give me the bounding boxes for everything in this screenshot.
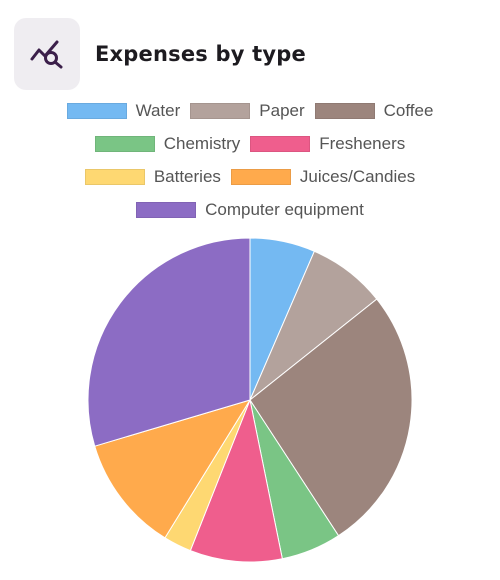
legend-item[interactable]: Chemistry xyxy=(94,133,241,155)
legend-label: Chemistry xyxy=(163,134,241,153)
legend-label: Coffee xyxy=(383,101,434,120)
legend-item[interactable]: Batteries xyxy=(84,166,221,188)
chart-legend: Water Paper Coffee Chemistry Fresheners Batte… xyxy=(0,100,500,221)
legend-item[interactable]: Juices/Candies xyxy=(230,166,416,188)
legend-label: Computer equipment xyxy=(205,200,364,219)
chart-search-icon xyxy=(30,40,63,69)
legend-label: Juices/Candies xyxy=(299,167,416,186)
legend-label: Fresheners xyxy=(319,134,406,153)
legend-swatch xyxy=(230,169,291,185)
chart-title: Expenses by type xyxy=(95,42,306,66)
pie-slice-computer-equipment[interactable] xyxy=(87,237,251,447)
pie-slice-fresheners[interactable] xyxy=(189,398,283,563)
legend-swatch xyxy=(94,136,155,152)
legend-swatch xyxy=(66,103,127,119)
legend-item[interactable]: Water xyxy=(66,100,181,122)
legend-item[interactable]: Coffee xyxy=(314,100,434,122)
legend-swatch xyxy=(250,136,311,152)
legend-swatch xyxy=(84,169,145,185)
pie-slice-coffee[interactable] xyxy=(249,298,413,537)
legend-item[interactable]: Fresheners xyxy=(250,133,405,155)
legend-label: Batteries xyxy=(153,167,221,186)
pie-chart xyxy=(87,237,413,563)
legend-item[interactable]: Paper xyxy=(190,100,305,122)
chart-icon-container xyxy=(14,18,80,90)
pie-slice-juices-candies[interactable] xyxy=(94,399,252,539)
legend-label: Water xyxy=(135,101,181,120)
legend-swatch xyxy=(136,202,197,218)
legend-swatch xyxy=(314,103,375,119)
chart-header: Expenses by type xyxy=(14,18,306,90)
legend-swatch xyxy=(190,103,251,119)
legend-label: Paper xyxy=(259,101,305,120)
legend-item[interactable]: Computer equipment xyxy=(136,199,364,221)
